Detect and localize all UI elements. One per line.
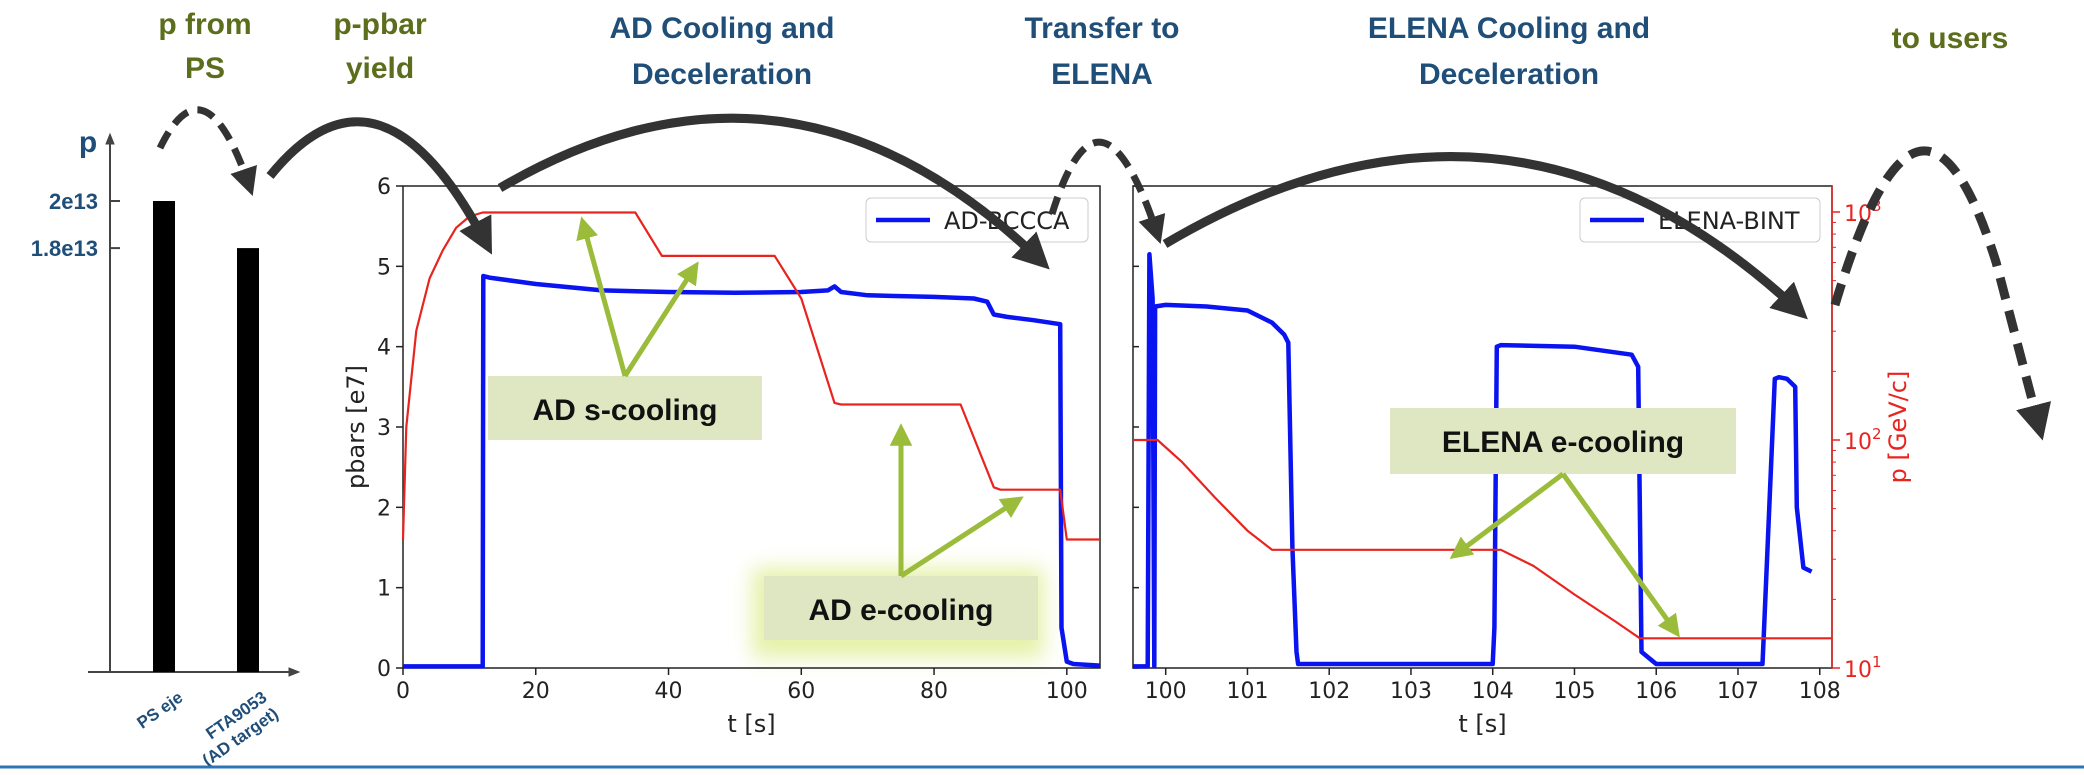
bar-ytick-label-0: 2e13 xyxy=(49,189,98,214)
ad-e-cooling-label: AD e-cooling xyxy=(809,594,994,627)
elena-cooling-arrow-1 xyxy=(1449,472,1565,560)
elena-xtick-label: 105 xyxy=(1553,679,1595,704)
bar-ytick-label-1: 1.8e13 xyxy=(31,236,98,261)
header-ad-cooling: AD Cooling and Deceleration xyxy=(610,12,835,91)
bar-category-1: FTA9053(AD target) xyxy=(187,688,281,770)
bar-y-label: p xyxy=(79,126,97,159)
ad-s-cooling-annotation: AD s-cooling xyxy=(488,376,762,440)
header-p-from-ps: p from PS xyxy=(158,8,251,85)
svg-text:yield: yield xyxy=(346,52,414,85)
elena-series-momentum xyxy=(1133,438,1832,640)
elena-e-cooling-box xyxy=(1390,408,1736,474)
arrow-p-pbar-yield xyxy=(266,117,493,255)
ad-ytick-label: 2 xyxy=(377,496,391,521)
bar-1 xyxy=(237,248,259,672)
s-cooling-arrow-2 xyxy=(622,261,699,378)
elena-e-cooling-annotation: ELENA e-cooling xyxy=(1390,408,1736,474)
ad-s-cooling-box xyxy=(488,376,762,440)
ad-ytick-label: 1 xyxy=(377,577,391,602)
elena-e-cooling-label: ELENA e-cooling xyxy=(1442,426,1684,459)
arrow-transfer xyxy=(1048,138,1166,244)
ad-ytick-label: 3 xyxy=(377,416,391,441)
process-arrows xyxy=(156,106,2052,441)
svg-text:p from: p from xyxy=(158,8,251,41)
elena-ylabel: p [GeV/c] xyxy=(1884,371,1912,484)
svg-text:Transfer to: Transfer to xyxy=(1024,12,1179,45)
elena-cooling-arrow-2 xyxy=(1560,472,1680,638)
header-to-users: to users xyxy=(1892,22,2009,55)
elena-xtick-label: 104 xyxy=(1472,679,1514,704)
header-elena-cooling: ELENA Cooling and Deceleration xyxy=(1368,12,1650,91)
ad-xlabel: t [s] xyxy=(727,710,775,738)
ad-series-ad-bccca xyxy=(403,273,1101,669)
ad-ytick-label: 4 xyxy=(377,336,391,361)
ad-legend-frame xyxy=(865,197,1089,243)
s-cooling-arrow-1 xyxy=(576,216,628,377)
elena-xlabel: t [s] xyxy=(1458,710,1506,738)
header-transfer: Transfer to ELENA xyxy=(1024,12,1179,91)
svg-text:Deceleration: Deceleration xyxy=(632,58,812,91)
elena-series-elena-bint xyxy=(1133,252,1813,669)
arrow-p-from-ps xyxy=(156,106,257,196)
elena-xtick-label: 101 xyxy=(1226,679,1268,704)
ad-series-momentum xyxy=(401,211,1100,541)
bar-chart-protons: p 2e13 PS eje 1.8e13 FTA9053(AD target) xyxy=(31,126,301,770)
elena-xtick-label: 108 xyxy=(1799,679,1841,704)
ad-ytick-label: 0 xyxy=(377,657,391,682)
ad-e-cooling-box xyxy=(764,576,1038,640)
elena-xtick-label: 100 xyxy=(1145,679,1187,704)
bar-0 xyxy=(153,201,175,672)
bar-category-0: PS eje xyxy=(134,688,187,733)
ad-xtick-label: 20 xyxy=(522,679,550,704)
elena-xtick-label: 107 xyxy=(1717,679,1759,704)
ad-xtick-label: 0 xyxy=(396,679,410,704)
arrow-elena-cooling xyxy=(1162,152,1808,320)
svg-text:p-pbar: p-pbar xyxy=(333,8,427,41)
ad-legend: AD-BCCCA xyxy=(865,197,1089,243)
elena-xtick-label: 103 xyxy=(1390,679,1432,704)
svg-text:Deceleration: Deceleration xyxy=(1419,58,1599,91)
elena-legend-frame xyxy=(1579,197,1821,243)
header-p-pbar-yield: p-pbar yield xyxy=(333,8,427,85)
e-cooling-arrow-2 xyxy=(899,496,1024,579)
svg-text:ELENA Cooling and: ELENA Cooling and xyxy=(1368,12,1650,45)
arrow-ad-cooling xyxy=(497,113,1050,270)
svg-text:ELENA: ELENA xyxy=(1051,58,1153,91)
elena-xtick-label: 102 xyxy=(1308,679,1350,704)
ad-e-cooling-annotation: AD e-cooling xyxy=(764,576,1038,640)
ad-xtick-label: 80 xyxy=(920,679,948,704)
ad-chart: 0 20 40 60 80 100 0 1 2 3 4 5 6 t [s] pbars [e7] AD-BCC… xyxy=(342,175,1101,738)
svg-text:AD Cooling and: AD Cooling and xyxy=(610,12,835,45)
ad-ytick-label: 5 xyxy=(377,255,391,280)
elena-ytick-label: 101 xyxy=(1844,653,1882,683)
elena-ytick-label: 102 xyxy=(1844,425,1882,455)
arrow-to-users xyxy=(1830,146,2052,441)
ad-xtick-label: 60 xyxy=(787,679,815,704)
svg-text:PS: PS xyxy=(185,52,225,85)
ad-xtick-label: 100 xyxy=(1046,679,1088,704)
ad-xtick-label: 40 xyxy=(655,679,683,704)
ad-s-cooling-label: AD s-cooling xyxy=(533,394,718,427)
ad-ylabel: pbars [e7] xyxy=(342,365,370,489)
elena-xtick-label: 106 xyxy=(1635,679,1677,704)
annotation-arrows xyxy=(576,216,1680,638)
ad-ytick-label: 6 xyxy=(377,175,391,200)
